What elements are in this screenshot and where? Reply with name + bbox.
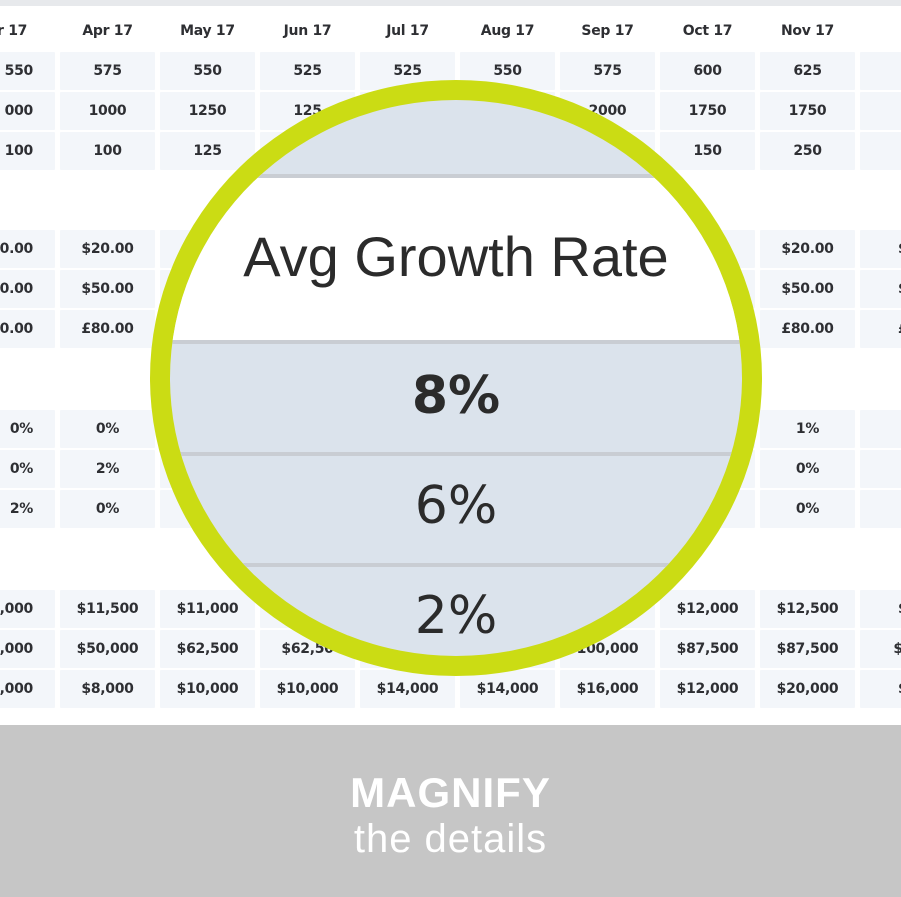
table-cell: $12,000 — [660, 590, 755, 628]
table-cell: 525 — [260, 52, 355, 90]
magnifier-divider — [170, 563, 742, 567]
table-cell: £8 — [860, 310, 901, 348]
column-header: Sep 17 — [581, 23, 634, 39]
table-cell: £80.00 — [60, 310, 155, 348]
table-cell: 0% — [760, 490, 855, 528]
table-cell: 125 — [160, 132, 255, 170]
column-header: Jun 17 — [283, 23, 332, 39]
table-cell: 575 — [60, 52, 155, 90]
table-cell: $87,500 — [660, 630, 755, 668]
table-cell: 100 — [0, 132, 55, 170]
magnifier-value-2: 6% — [414, 476, 498, 536]
table-cell: 625 — [760, 52, 855, 90]
table-cell: 0,000 — [0, 630, 55, 668]
table-cell: 20.00 — [0, 230, 55, 268]
table-cell: 150 — [660, 132, 755, 170]
table-cell — [860, 490, 901, 528]
table-cell: $10 — [860, 630, 901, 668]
footer-subtitle: the details — [353, 817, 548, 861]
magnifier-header-band — [170, 174, 742, 340]
table-cell: 000 — [0, 92, 55, 130]
magnifier-divider — [170, 452, 742, 456]
table-cell: 1,000 — [0, 590, 55, 628]
footer-title: MAGNIFY — [350, 769, 551, 816]
table-cell: $12,000 — [660, 670, 755, 708]
table-cell: $50.00 — [760, 270, 855, 308]
magnifier-divider — [170, 174, 742, 178]
column-header: Jul 17 — [386, 23, 429, 39]
magnifier-value-1: 8% — [411, 366, 501, 426]
table-cell: 600 — [660, 52, 755, 90]
table-cell: $50.00 — [60, 270, 155, 308]
magnifier-divider — [170, 340, 742, 344]
magnifier-lens: Avg Growth Rate 8% 6% 2% — [150, 80, 762, 676]
magnifier-title: Avg Growth Rate — [243, 225, 669, 288]
table-cell: 2% — [0, 490, 55, 528]
table-cell: 575 — [560, 52, 655, 90]
table-cell: 0% — [60, 410, 155, 448]
table-cell: 0% — [0, 410, 55, 448]
table-cell: 0% — [760, 450, 855, 488]
table-cell: $14,000 — [360, 670, 455, 708]
table-cell: $62,500 — [160, 630, 255, 668]
table-cell: $2 — [860, 230, 901, 268]
table-cell: $1 — [860, 590, 901, 628]
table-cell: 0% — [0, 450, 55, 488]
table-cell: $20.00 — [760, 230, 855, 268]
table-cell: 1750 — [760, 92, 855, 130]
top-rule — [0, 0, 901, 6]
magnifier-value-3: 2% — [414, 586, 498, 646]
table-cell: $20.00 — [60, 230, 155, 268]
table-cell: $12,500 — [760, 590, 855, 628]
table-cell: 60.00 — [0, 310, 55, 348]
column-header: Nov 17 — [780, 23, 835, 39]
table-cell: 1250 — [160, 92, 255, 130]
column-header: Apr 17 — [82, 23, 133, 39]
table-cell: 50.00 — [0, 270, 55, 308]
table-cell — [860, 132, 901, 170]
column-header: Aug 17 — [480, 23, 535, 39]
table-cell: 100 — [60, 132, 155, 170]
table-cell: $10,000 — [260, 670, 355, 708]
table-cell: 0% — [60, 490, 155, 528]
table-cell: $2 — [860, 670, 901, 708]
table-cell: $87,500 — [760, 630, 855, 668]
table-cell: $10,000 — [160, 670, 255, 708]
table-cell: $20,000 — [760, 670, 855, 708]
table-row: 550 575 550 525 525 550 575 600 625 — [0, 52, 901, 90]
table-cell: 550 — [160, 52, 255, 90]
table-cell: 2% — [60, 450, 155, 488]
table-cell: 2 — [860, 92, 901, 130]
table-cell: $11,000 — [160, 590, 255, 628]
table-cell: $8,000 — [60, 670, 155, 708]
column-header: May 17 — [180, 23, 235, 39]
table-cell — [860, 410, 901, 448]
table-cell: $50,000 — [60, 630, 155, 668]
table-cell: 250 — [760, 132, 855, 170]
footer-banner: MAGNIFY the details — [0, 725, 901, 897]
table-cell: 1750 — [660, 92, 755, 130]
column-header: Oct 17 — [682, 23, 733, 39]
table-row: 5,000$8,000$10,000$10,000$14,000$14,000$… — [0, 670, 901, 708]
table-cell: $11,500 — [60, 590, 155, 628]
table-cell — [860, 450, 901, 488]
table-cell: $16,000 — [560, 670, 655, 708]
table-cell: 550 — [0, 52, 55, 90]
table-cell: 1% — [760, 410, 855, 448]
table-cell: 1000 — [60, 92, 155, 130]
table-cell — [860, 52, 901, 90]
table-cell: £80.00 — [760, 310, 855, 348]
header-row: ar 17 Apr 17 May 17 Jun 17 Jul 17 Aug 17 Sep 1… — [0, 12, 901, 50]
table-cell: $14,000 — [460, 670, 555, 708]
column-header: D — [860, 12, 901, 50]
table-cell: 5,000 — [0, 670, 55, 708]
column-header: ar 17 — [0, 23, 28, 39]
table-cell: $5 — [860, 270, 901, 308]
